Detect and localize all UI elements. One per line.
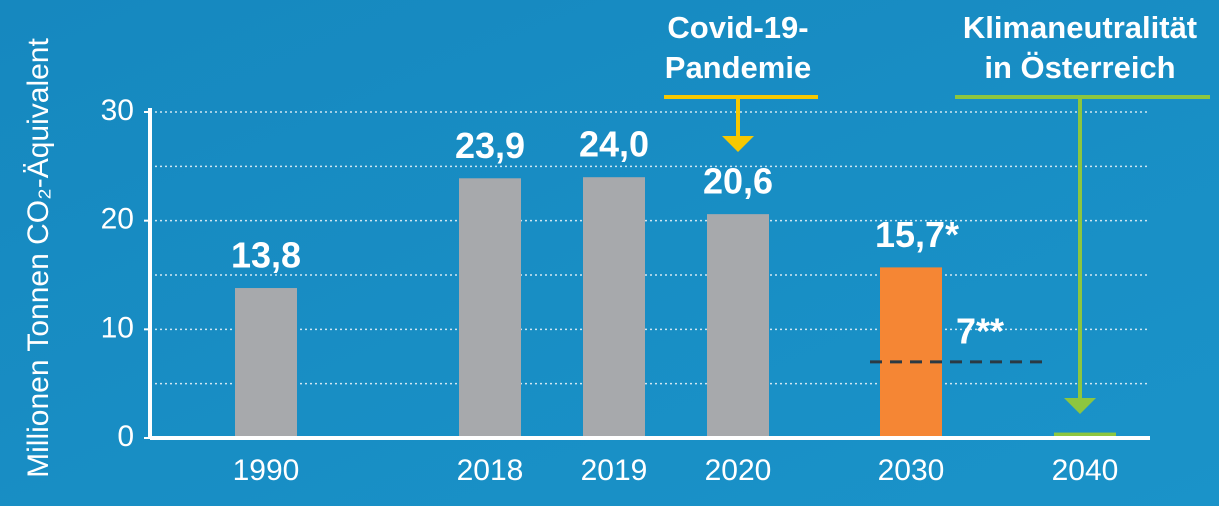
x-tick-label: 2019 bbox=[581, 454, 648, 487]
annotation-text: in Österreich bbox=[984, 50, 1175, 85]
x-tick-label: 2040 bbox=[1052, 454, 1119, 487]
bar bbox=[1054, 432, 1116, 438]
y-axis-label: Millionen Tonnen CO₂-Äquivalent bbox=[22, 38, 55, 478]
bar bbox=[459, 178, 521, 438]
annotation-text: Klimaneutralität bbox=[963, 10, 1197, 45]
y-tick-label: 10 bbox=[101, 311, 134, 344]
reference-label: 7** bbox=[956, 310, 1004, 351]
bar bbox=[707, 214, 769, 438]
x-tick-label: 2030 bbox=[878, 454, 945, 487]
annotation-text: Pandemie bbox=[665, 50, 811, 85]
value-label: 13,8 bbox=[231, 235, 301, 276]
y-tick-label: 0 bbox=[117, 420, 134, 453]
bar bbox=[583, 177, 645, 438]
x-tick-label: 2018 bbox=[457, 454, 524, 487]
value-label: 15,7* bbox=[875, 214, 959, 255]
y-tick-label: 20 bbox=[101, 203, 134, 236]
value-label: 23,9 bbox=[455, 125, 525, 166]
arrow-head bbox=[722, 136, 754, 152]
value-label: 24,0 bbox=[579, 124, 649, 165]
annotation-text: Covid-19- bbox=[667, 10, 808, 45]
x-tick-label: 2020 bbox=[705, 454, 772, 487]
x-tick-label: 1990 bbox=[233, 454, 300, 487]
arrow-head bbox=[1064, 398, 1096, 414]
bar bbox=[880, 267, 942, 438]
value-label: 20,6 bbox=[703, 161, 773, 202]
bar bbox=[235, 288, 297, 438]
y-tick-label: 30 bbox=[101, 94, 134, 127]
